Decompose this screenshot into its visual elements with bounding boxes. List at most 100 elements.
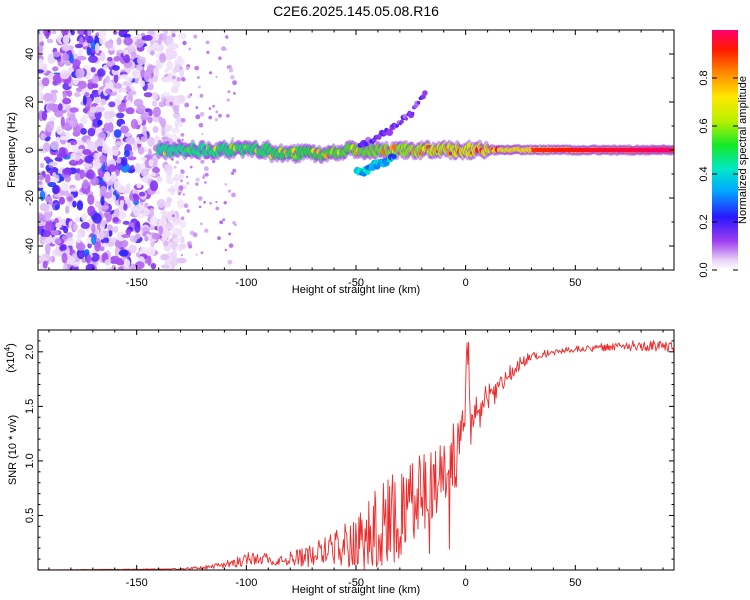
noise-blob xyxy=(123,54,131,64)
noise-blob xyxy=(131,52,137,58)
noise-blob xyxy=(70,159,76,165)
noise-blob xyxy=(159,53,167,64)
noise-speck xyxy=(192,232,198,238)
noise-speck xyxy=(202,176,205,179)
noise-blob xyxy=(114,141,124,146)
noise-blob xyxy=(105,61,114,67)
noise-blob xyxy=(142,124,147,136)
noise-speck xyxy=(215,75,218,78)
noise-speck xyxy=(195,114,201,120)
noise-speck xyxy=(186,181,190,185)
noise-blob xyxy=(127,156,137,161)
snr-x-label: Height of straight line (km) xyxy=(292,584,420,596)
noise-blob xyxy=(171,127,180,133)
noise-speck xyxy=(198,122,204,128)
colorbar-ticks: 0.0 0.2 0.4 0.6 0.8 xyxy=(698,70,738,278)
noise-speck xyxy=(195,182,199,186)
noise-blob xyxy=(173,97,179,106)
noise-blob xyxy=(82,149,92,155)
band-core xyxy=(578,148,581,152)
noise-blob xyxy=(59,69,70,80)
noise-blob xyxy=(112,225,119,234)
noise-blob xyxy=(80,127,87,135)
noise-blob xyxy=(136,56,147,65)
noise-blob xyxy=(109,91,118,96)
noise-speck xyxy=(224,248,227,252)
noise-blob xyxy=(152,158,158,169)
noise-speck xyxy=(234,223,237,227)
noise-speck xyxy=(204,172,209,177)
noise-blob xyxy=(133,206,140,217)
noise-blob xyxy=(162,92,170,97)
noise-speck xyxy=(228,64,232,69)
noise-blob xyxy=(66,142,72,148)
noise-blob xyxy=(83,249,90,256)
noise-blob xyxy=(63,226,69,234)
noise-speck xyxy=(223,201,227,205)
noise-blob xyxy=(164,35,174,45)
noise-blob xyxy=(115,239,122,250)
noise-blob xyxy=(146,64,155,74)
noise-speck xyxy=(231,171,235,175)
noise-blob xyxy=(60,244,67,251)
noise-blob xyxy=(173,105,180,114)
noise-blob xyxy=(80,221,90,230)
noise-speck xyxy=(219,220,224,225)
noise-blob xyxy=(87,81,95,90)
noise-blob xyxy=(152,41,160,49)
noise-blob xyxy=(179,236,185,244)
noise-blob xyxy=(116,37,122,46)
noise-blob xyxy=(97,119,103,126)
noise-speck xyxy=(227,189,232,193)
noise-blob xyxy=(116,231,126,242)
noise-speck xyxy=(233,92,236,95)
noise-speck xyxy=(218,56,222,60)
noise-blob xyxy=(144,236,149,242)
noise-blob xyxy=(165,97,174,107)
y-tick-label: -20 xyxy=(24,190,36,206)
band-core xyxy=(561,148,564,152)
noise-blob xyxy=(40,162,45,169)
noise-blob xyxy=(41,110,48,121)
noise-speck xyxy=(206,50,210,55)
noise-blob xyxy=(119,202,125,212)
noise-blob xyxy=(141,226,150,233)
noise-blob xyxy=(105,88,112,95)
noise-blob xyxy=(135,233,141,240)
noise-blob xyxy=(116,157,122,164)
noise-blob xyxy=(177,32,187,40)
noise-blob xyxy=(38,44,43,55)
noise-blob xyxy=(94,161,102,169)
y-tick-label: 1.5 xyxy=(24,399,36,414)
noise-blob xyxy=(89,106,98,113)
noise-blob xyxy=(143,34,153,41)
snr-y-multiplier: (x104) xyxy=(3,343,17,373)
noise-speck xyxy=(180,216,185,220)
noise-blob xyxy=(72,200,77,208)
colorbar-tick-label: 0.6 xyxy=(698,118,710,133)
noise-blob xyxy=(112,65,120,71)
noise-blob xyxy=(95,106,106,113)
noise-blob xyxy=(74,43,83,49)
noise-blob xyxy=(61,252,68,264)
noise-blob xyxy=(165,127,170,133)
noise-blob xyxy=(69,53,74,64)
noise-blob xyxy=(157,38,163,44)
noise-blob xyxy=(82,179,89,190)
noise-blob xyxy=(76,168,81,174)
noise-speck xyxy=(200,251,204,255)
noise-blob xyxy=(38,170,42,176)
noise-blob xyxy=(68,256,76,265)
spectrogram-x-ticks: -150 -100 -50 0 50 xyxy=(48,30,664,289)
noise-blob xyxy=(97,68,106,77)
band-core xyxy=(584,148,587,152)
noise-blob xyxy=(121,234,131,238)
noise-blob xyxy=(160,253,169,261)
noise-blob xyxy=(86,46,92,56)
noise-blob xyxy=(125,76,133,83)
noise-blob xyxy=(113,56,121,62)
noise-blob xyxy=(148,109,153,117)
noise-blob xyxy=(152,75,158,83)
noise-blob xyxy=(84,92,90,97)
band-core xyxy=(550,148,553,152)
